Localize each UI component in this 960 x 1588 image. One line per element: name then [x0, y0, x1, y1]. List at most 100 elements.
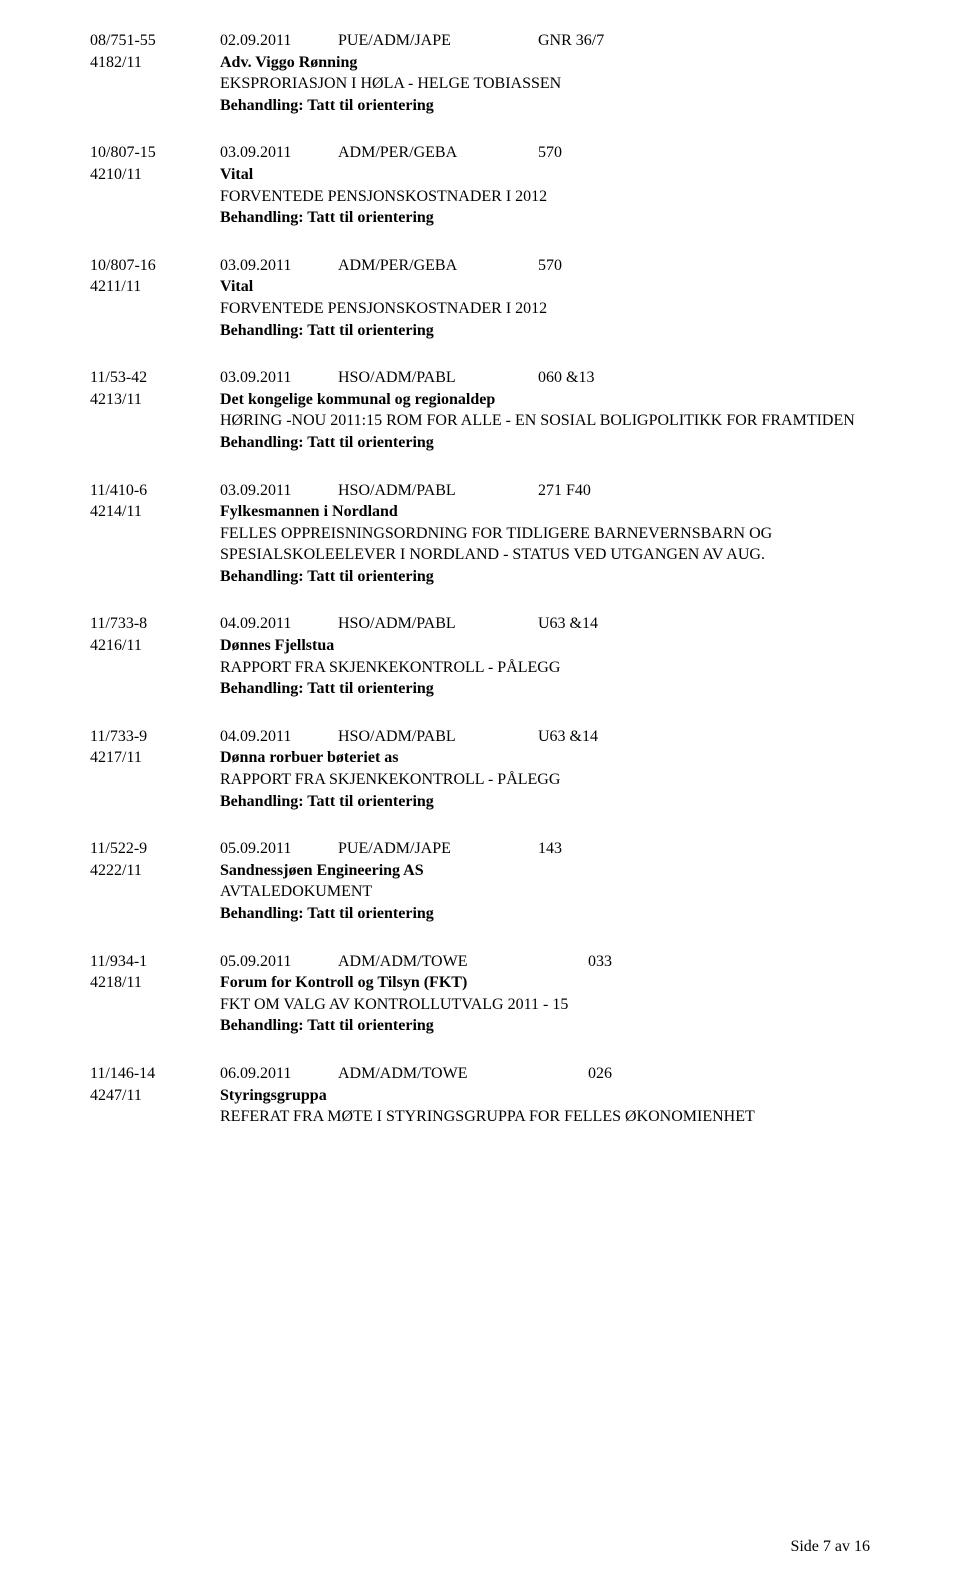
- entry-reference: 11/733-9: [90, 726, 220, 748]
- entry-party: Dønnes Fjellstua: [220, 635, 870, 657]
- entry-handling: Behandling: Tatt til orientering: [220, 566, 870, 588]
- entry-left-column: 10/807-154210/11: [90, 142, 220, 228]
- entry-subject: AVTALEDOKUMENT: [220, 881, 870, 903]
- document-entry: 08/751-554182/1102.09.2011PUE/ADM/JAPEGN…: [90, 30, 870, 116]
- document-entry: 11/934-14218/1105.09.2011ADM/ADM/TOWE033…: [90, 951, 870, 1037]
- entry-meta-line: 05.09.2011PUE/ADM/JAPE143: [220, 838, 870, 860]
- entry-handling: Behandling: Tatt til orientering: [220, 95, 870, 117]
- entry-subject: FKT OM VALG AV KONTROLLUTVALG 2011 - 15: [220, 994, 870, 1016]
- entry-subject: EKSPRORIASJON I HØLA - HELGE TOBIASSEN: [220, 73, 870, 95]
- entry-reference: 10/807-15: [90, 142, 220, 164]
- document-entry: 11/522-94222/1105.09.2011PUE/ADM/JAPE143…: [90, 838, 870, 924]
- entry-codes: 570: [538, 142, 562, 164]
- entry-reference: 11/410-6: [90, 480, 220, 502]
- entry-subreference: 4182/11: [90, 52, 220, 74]
- document-entry: 11/53-424213/1103.09.2011HSO/ADM/PABL060…: [90, 367, 870, 453]
- document-entry: 11/410-64214/1103.09.2011HSO/ADM/PABL271…: [90, 480, 870, 588]
- page-footer: Side 7 av 16: [790, 1536, 870, 1558]
- entry-department: PUE/ADM/JAPE: [338, 838, 538, 860]
- entry-department: ADM/PER/GEBA: [338, 142, 538, 164]
- entry-subject: RAPPORT FRA SKJENKEKONTROLL - PÅLEGG: [220, 657, 870, 679]
- entry-subreference: 4211/11: [90, 276, 220, 298]
- entry-left-column: 11/410-64214/11: [90, 480, 220, 588]
- entry-date: 03.09.2011: [220, 142, 338, 164]
- entry-party: Vital: [220, 164, 870, 186]
- entry-subreference: 4214/11: [90, 501, 220, 523]
- entry-party: Adv. Viggo Rønning: [220, 52, 870, 74]
- entry-meta-line: 03.09.2011ADM/PER/GEBA570: [220, 255, 870, 277]
- document-entry: 10/807-164211/1103.09.2011ADM/PER/GEBA57…: [90, 255, 870, 341]
- entry-subject: FORVENTEDE PENSJONSKOSTNADER I 2012: [220, 298, 870, 320]
- entry-meta-line: 06.09.2011ADM/ADM/TOWE026: [220, 1063, 870, 1085]
- entry-meta-line: 03.09.2011ADM/PER/GEBA570: [220, 142, 870, 164]
- entry-date: 03.09.2011: [220, 255, 338, 277]
- entry-department: PUE/ADM/JAPE: [338, 30, 538, 52]
- entry-subject: FELLES OPPREISNINGSORDNING FOR TIDLIGERE…: [220, 523, 870, 566]
- entries-list: 08/751-554182/1102.09.2011PUE/ADM/JAPEGN…: [90, 30, 870, 1128]
- entry-subreference: 4213/11: [90, 389, 220, 411]
- entry-subject: FORVENTEDE PENSJONSKOSTNADER I 2012: [220, 186, 870, 208]
- entry-right-column: 06.09.2011ADM/ADM/TOWE026StyringsgruppaR…: [220, 1063, 870, 1128]
- entry-handling: Behandling: Tatt til orientering: [220, 1015, 870, 1037]
- entry-handling: Behandling: Tatt til orientering: [220, 903, 870, 925]
- entry-date: 04.09.2011: [220, 726, 338, 748]
- entry-department: ADM/ADM/TOWE: [338, 1063, 588, 1085]
- entry-date: 03.09.2011: [220, 480, 338, 502]
- entry-reference: 08/751-55: [90, 30, 220, 52]
- entry-date: 02.09.2011: [220, 30, 338, 52]
- entry-party: Det kongelige kommunal og regionaldep: [220, 389, 870, 411]
- entry-party: Forum for Kontroll og Tilsyn (FKT): [220, 972, 870, 994]
- entry-reference: 11/53-42: [90, 367, 220, 389]
- entry-codes: U63 &14: [538, 613, 598, 635]
- entry-department: HSO/ADM/PABL: [338, 726, 538, 748]
- entry-subject: RAPPORT FRA SKJENKEKONTROLL - PÅLEGG: [220, 769, 870, 791]
- entry-meta-line: 04.09.2011HSO/ADM/PABLU63 &14: [220, 726, 870, 748]
- entry-codes: 143: [538, 838, 562, 860]
- entry-party: Sandnessjøen Engineering AS: [220, 860, 870, 882]
- entry-party: Vital: [220, 276, 870, 298]
- entry-right-column: 04.09.2011HSO/ADM/PABLU63 &14Dønnes Fjel…: [220, 613, 870, 699]
- entry-department: HSO/ADM/PABL: [338, 367, 538, 389]
- entry-right-column: 03.09.2011HSO/ADM/PABL271 F40Fylkesmanne…: [220, 480, 870, 588]
- document-entry: 10/807-154210/1103.09.2011ADM/PER/GEBA57…: [90, 142, 870, 228]
- entry-left-column: 11/934-14218/11: [90, 951, 220, 1037]
- entry-codes: 271 F40: [538, 480, 591, 502]
- entry-party: Styringsgruppa: [220, 1085, 870, 1107]
- entry-date: 05.09.2011: [220, 838, 338, 860]
- entry-codes: U63 &14: [538, 726, 598, 748]
- entry-left-column: 11/53-424213/11: [90, 367, 220, 453]
- entry-left-column: 11/733-84216/11: [90, 613, 220, 699]
- entry-handling: Behandling: Tatt til orientering: [220, 678, 870, 700]
- entry-meta-line: 04.09.2011HSO/ADM/PABLU63 &14: [220, 613, 870, 635]
- entry-codes: 060 &13: [538, 367, 594, 389]
- entry-handling: Behandling: Tatt til orientering: [220, 320, 870, 342]
- entry-subject: REFERAT FRA MØTE I STYRINGSGRUPPA FOR FE…: [220, 1106, 870, 1128]
- entry-meta-line: 05.09.2011ADM/ADM/TOWE033: [220, 951, 870, 973]
- entry-right-column: 03.09.2011ADM/PER/GEBA570VitalFORVENTEDE…: [220, 142, 870, 228]
- entry-meta-line: 02.09.2011PUE/ADM/JAPEGNR 36/7: [220, 30, 870, 52]
- entry-party: Dønna rorbuer bøteriet as: [220, 747, 870, 769]
- entry-right-column: 05.09.2011PUE/ADM/JAPE143Sandnessjøen En…: [220, 838, 870, 924]
- entry-meta-line: 03.09.2011HSO/ADM/PABL060 &13: [220, 367, 870, 389]
- entry-handling: Behandling: Tatt til orientering: [220, 207, 870, 229]
- entry-subject: HØRING -NOU 2011:15 ROM FOR ALLE - EN SO…: [220, 410, 870, 432]
- entry-right-column: 03.09.2011ADM/PER/GEBA570VitalFORVENTEDE…: [220, 255, 870, 341]
- entry-reference: 10/807-16: [90, 255, 220, 277]
- entry-meta-line: 03.09.2011HSO/ADM/PABL271 F40: [220, 480, 870, 502]
- entry-department: ADM/ADM/TOWE: [338, 951, 588, 973]
- entry-date: 06.09.2011: [220, 1063, 338, 1085]
- entry-department: HSO/ADM/PABL: [338, 480, 538, 502]
- entry-subreference: 4216/11: [90, 635, 220, 657]
- entry-handling: Behandling: Tatt til orientering: [220, 791, 870, 813]
- entry-reference: 11/934-1: [90, 951, 220, 973]
- entry-subreference: 4217/11: [90, 747, 220, 769]
- entry-left-column: 11/146-144247/11: [90, 1063, 220, 1128]
- entry-left-column: 11/522-94222/11: [90, 838, 220, 924]
- entry-codes: 570: [538, 255, 562, 277]
- entry-subreference: 4222/11: [90, 860, 220, 882]
- entry-department: HSO/ADM/PABL: [338, 613, 538, 635]
- entry-date: 05.09.2011: [220, 951, 338, 973]
- entry-codes: GNR 36/7: [538, 30, 604, 52]
- entry-left-column: 08/751-554182/11: [90, 30, 220, 116]
- entry-right-column: 05.09.2011ADM/ADM/TOWE033Forum for Kontr…: [220, 951, 870, 1037]
